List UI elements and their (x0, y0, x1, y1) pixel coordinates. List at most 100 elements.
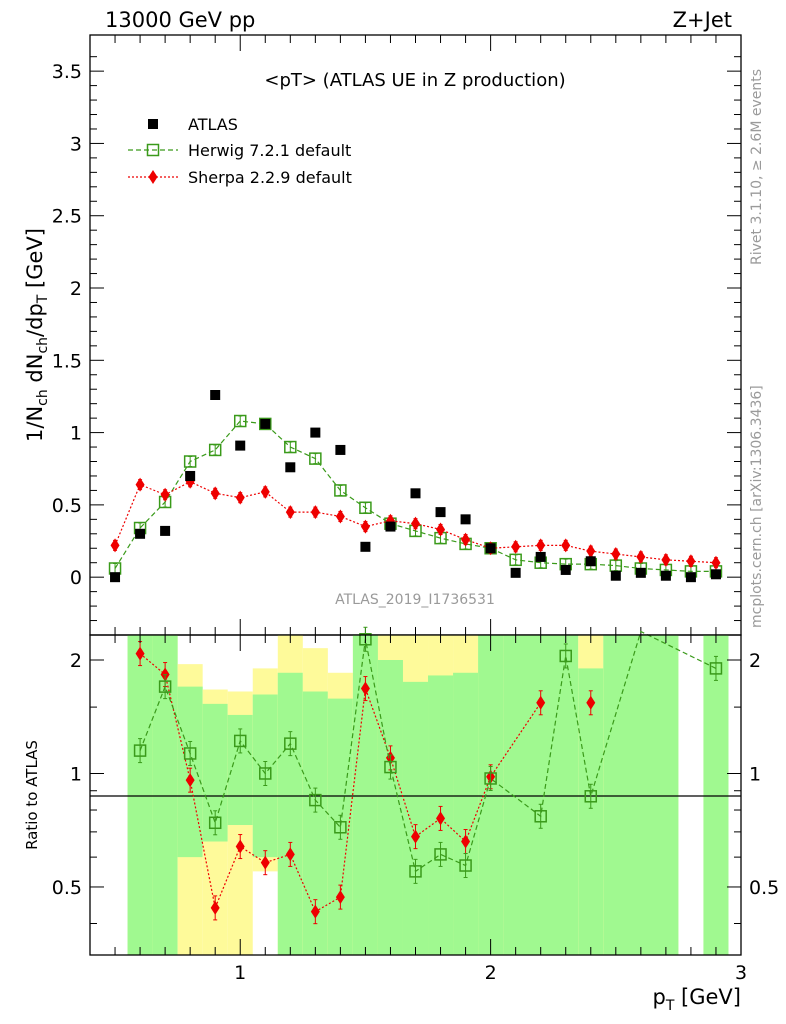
data-point (435, 507, 446, 518)
data-point (235, 490, 245, 505)
x-axis-label: pT [GeV] (652, 985, 741, 1014)
data-point (685, 572, 696, 583)
data-point (360, 541, 371, 552)
data-point (385, 521, 396, 532)
main-y-tick-label: 1.5 (52, 350, 82, 372)
ratio-data-point (235, 839, 245, 854)
data-point (185, 470, 196, 481)
x-tick-label: 2 (485, 962, 497, 984)
energy-label: 13000 GeV pp (105, 8, 255, 32)
ratio-data-point (586, 695, 596, 710)
ratio-data-point (334, 821, 347, 834)
ratio-y-tick-label-right: 2 (749, 650, 761, 672)
data-point (661, 552, 671, 567)
data-point (635, 567, 646, 578)
ratio-data-point (536, 695, 546, 710)
mcplots-label: mcplots.cern.ch [arXiv:1306.3436] (749, 385, 765, 628)
data-point (610, 570, 621, 581)
ratio-series-layer (133, 626, 723, 925)
main-y-tick-label: 0 (70, 567, 82, 589)
main-y-axis-label: 1/Nch dNch/dpT [GeV] (23, 228, 51, 442)
ratio-data-point (459, 859, 472, 872)
data-point (110, 538, 120, 553)
ratio-data-point (133, 744, 147, 757)
ratio-data-point (183, 747, 197, 760)
data-point (210, 390, 221, 400)
legend-entry: Herwig 7.2.1 default (128, 141, 351, 160)
data-point (560, 564, 571, 575)
ratio-y-tick-label: 0.5 (52, 877, 82, 899)
main-panel: <pT> (ATLAS UE in Z production) ATLAS_20… (23, 34, 742, 636)
ratio-data-point (584, 790, 598, 803)
legend-label: ATLAS (188, 115, 238, 134)
ratio-data-point (135, 646, 145, 661)
data-point (310, 427, 321, 438)
main-y-tick-label: 2 (70, 278, 82, 300)
ratio-y-axis-label: Ratio to ATLAS (23, 740, 41, 850)
main-y-ticks: 0 0.5 1 1.5 2 2.5 3 3.5 (52, 56, 741, 622)
legend-marker (148, 170, 158, 184)
band-inner (703, 635, 729, 955)
data-point (660, 570, 671, 581)
main-y-tick-label: 3 (70, 133, 82, 155)
ratio-data-point (284, 737, 297, 750)
data-point (160, 525, 171, 536)
data-point (410, 488, 421, 499)
data-point (310, 505, 320, 520)
data-point (334, 484, 347, 497)
ratio-data-point (309, 793, 322, 807)
data-point (284, 440, 297, 454)
ratio-data-point (436, 811, 446, 826)
main-title: <pT> (ATLAS UE in Z production) (264, 70, 565, 91)
data-point (260, 418, 271, 429)
main-y-tick-label: 3.5 (52, 61, 82, 83)
data-point (135, 477, 145, 492)
band-inner (277, 672, 303, 955)
data-point (260, 484, 270, 499)
ratio-data-point (709, 662, 723, 675)
data-point (436, 522, 446, 537)
band-inner (503, 635, 579, 955)
ratio-data-point (260, 855, 270, 870)
data-point (359, 501, 372, 515)
data-point (135, 528, 146, 539)
band-inner (377, 660, 403, 955)
ratio-data-point (233, 734, 247, 748)
data-point (210, 486, 220, 501)
ratio-data-point (360, 681, 370, 696)
data-point (360, 519, 370, 534)
data-point (208, 443, 222, 457)
ratio-y-tick-label: 1 (70, 763, 82, 785)
band-inner (578, 668, 604, 955)
legend-label: Herwig 7.2.1 default (188, 141, 351, 160)
data-point (461, 532, 471, 547)
ratio-data-point (259, 767, 272, 780)
band-inner (603, 635, 679, 955)
ratio-data-point (335, 890, 345, 905)
data-point (285, 505, 295, 520)
data-point (233, 414, 247, 428)
ratio-y-tick-label-right: 0.5 (749, 877, 779, 899)
main-y-tick-label: 1 (70, 423, 82, 445)
legend: ATLAS Herwig 7.2.1 default Sherpa 2.2.9 de… (128, 115, 352, 187)
process-label: Z+Jet (673, 8, 732, 32)
ratio-series-line (139, 630, 717, 873)
data-point (509, 553, 522, 567)
main-series-layer (108, 390, 723, 583)
watermark: ATLAS_2019_I1736531 (335, 592, 495, 608)
data-point (285, 462, 296, 473)
x-tick-label: 3 (735, 962, 747, 984)
ratio-data-point (409, 865, 422, 878)
data-point (535, 551, 546, 562)
ratio-x-ticks: 1 2 3 (89, 635, 747, 984)
x-tick-label: 1 (234, 962, 246, 984)
data-point (586, 544, 596, 559)
data-point (309, 452, 322, 465)
data-point (536, 538, 546, 553)
band-inner (453, 672, 479, 955)
data-point (259, 417, 272, 431)
data-point (511, 539, 521, 554)
ratio-data-point (534, 810, 547, 823)
legend-marker (148, 119, 158, 129)
